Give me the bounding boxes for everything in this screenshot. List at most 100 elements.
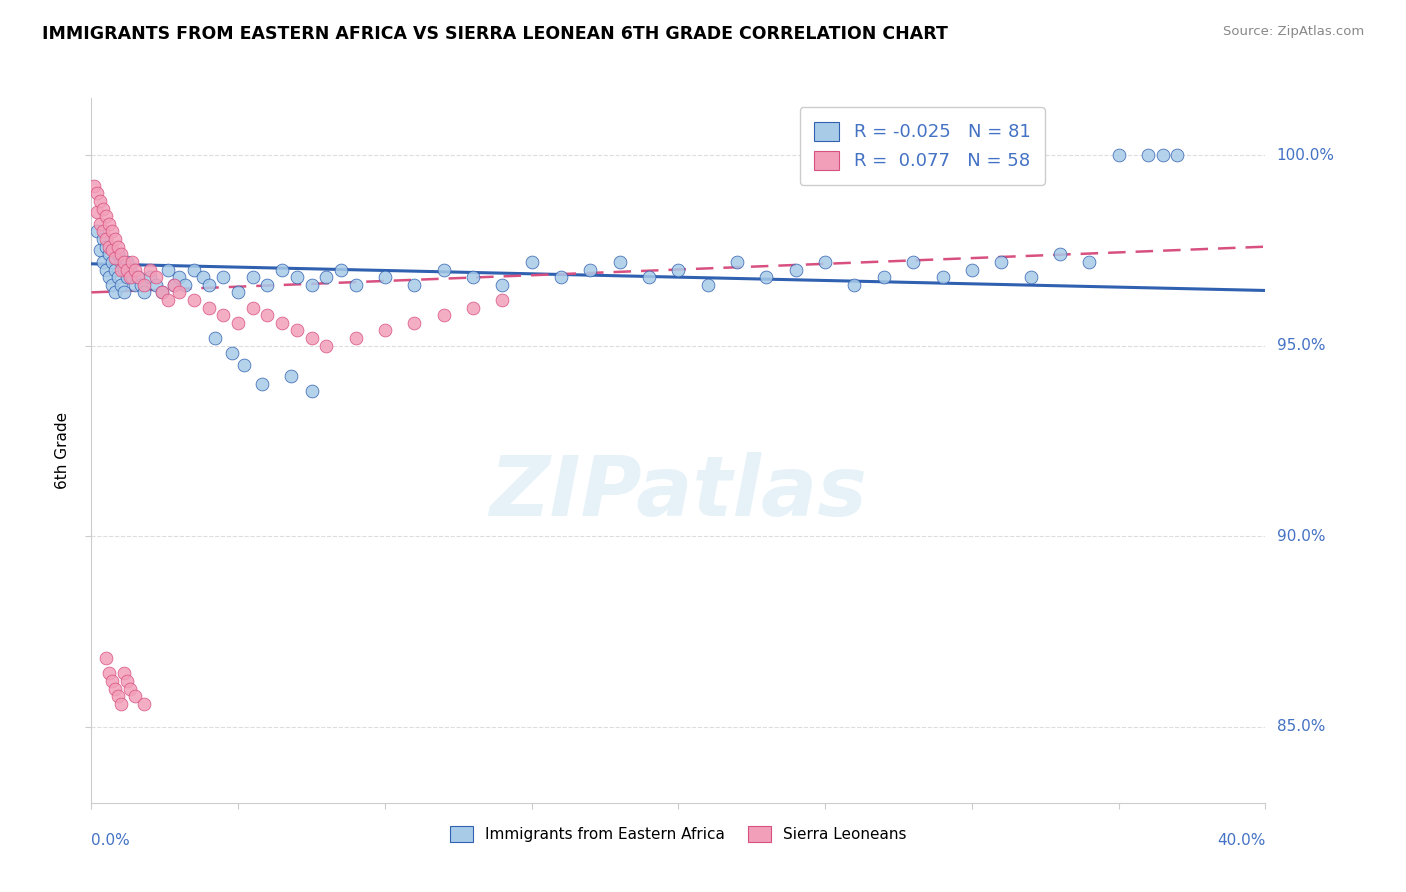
Point — [124, 277, 146, 292]
Point — [315, 270, 337, 285]
Point — [461, 301, 484, 315]
Point — [104, 251, 127, 265]
Point — [301, 384, 323, 399]
Point — [960, 262, 983, 277]
Point — [110, 247, 132, 261]
Point — [94, 232, 117, 246]
Point — [118, 262, 141, 277]
Point — [107, 689, 129, 703]
Point — [204, 331, 226, 345]
Text: Source: ZipAtlas.com: Source: ZipAtlas.com — [1223, 25, 1364, 38]
Point — [112, 262, 135, 277]
Text: 90.0%: 90.0% — [1277, 529, 1324, 543]
Point — [183, 262, 205, 277]
Point — [256, 308, 278, 322]
Point — [110, 277, 132, 292]
Point — [98, 270, 121, 285]
Point — [98, 217, 121, 231]
Point — [329, 262, 352, 277]
Point — [150, 285, 173, 300]
Point — [112, 285, 135, 300]
Point — [344, 277, 367, 292]
Point — [115, 255, 138, 269]
Point — [127, 270, 149, 285]
Point — [191, 270, 214, 285]
Point — [115, 270, 138, 285]
Text: 100.0%: 100.0% — [1277, 148, 1334, 162]
Point — [1136, 148, 1159, 162]
Point — [110, 255, 132, 269]
Point — [162, 277, 184, 292]
Point — [169, 270, 191, 285]
Point — [242, 301, 264, 315]
Point — [301, 277, 323, 292]
Point — [197, 301, 219, 315]
Point — [124, 689, 146, 703]
Point — [491, 277, 513, 292]
Point — [156, 262, 179, 277]
Point — [844, 277, 866, 292]
Point — [432, 308, 454, 322]
Point — [104, 681, 127, 696]
Point — [404, 277, 426, 292]
Point — [609, 255, 631, 269]
Point — [121, 270, 143, 285]
Point — [89, 244, 111, 258]
Point — [550, 270, 572, 285]
Point — [696, 277, 718, 292]
Point — [404, 316, 426, 330]
Point — [725, 255, 748, 269]
Point — [86, 205, 108, 219]
Point — [814, 255, 837, 269]
Point — [112, 666, 135, 681]
Point — [145, 277, 167, 292]
Point — [98, 247, 121, 261]
Point — [86, 224, 108, 238]
Point — [104, 232, 127, 246]
Point — [107, 247, 129, 261]
Point — [1019, 270, 1042, 285]
Point — [104, 262, 127, 277]
Point — [94, 262, 117, 277]
Point — [1049, 247, 1071, 261]
Point — [226, 316, 249, 330]
Text: 95.0%: 95.0% — [1277, 338, 1324, 353]
Point — [242, 270, 264, 285]
Point — [233, 358, 256, 372]
Point — [256, 277, 278, 292]
Point — [134, 285, 156, 300]
Point — [101, 255, 124, 269]
Point — [374, 323, 396, 337]
Point — [990, 255, 1012, 269]
Point — [280, 369, 302, 384]
Point — [491, 293, 513, 307]
Point — [83, 178, 105, 193]
Point — [101, 224, 124, 238]
Point — [162, 277, 184, 292]
Point — [115, 262, 138, 277]
Point — [344, 331, 367, 345]
Point — [101, 244, 124, 258]
Point — [110, 262, 132, 277]
Point — [121, 255, 143, 269]
Point — [150, 285, 173, 300]
Point — [134, 697, 156, 711]
Point — [579, 262, 602, 277]
Point — [127, 270, 149, 285]
Point — [638, 270, 661, 285]
Text: 0.0%: 0.0% — [91, 833, 131, 848]
Point — [250, 376, 273, 391]
Point — [183, 293, 205, 307]
Point — [271, 316, 294, 330]
Point — [89, 217, 111, 231]
Point — [271, 262, 294, 277]
Point — [98, 240, 121, 254]
Point — [1108, 148, 1130, 162]
Point — [212, 308, 235, 322]
Point — [101, 673, 124, 688]
Point — [285, 270, 308, 285]
Point — [107, 240, 129, 254]
Point — [91, 224, 114, 238]
Legend: Immigrants from Eastern Africa, Sierra Leoneans: Immigrants from Eastern Africa, Sierra L… — [444, 820, 912, 848]
Point — [139, 270, 162, 285]
